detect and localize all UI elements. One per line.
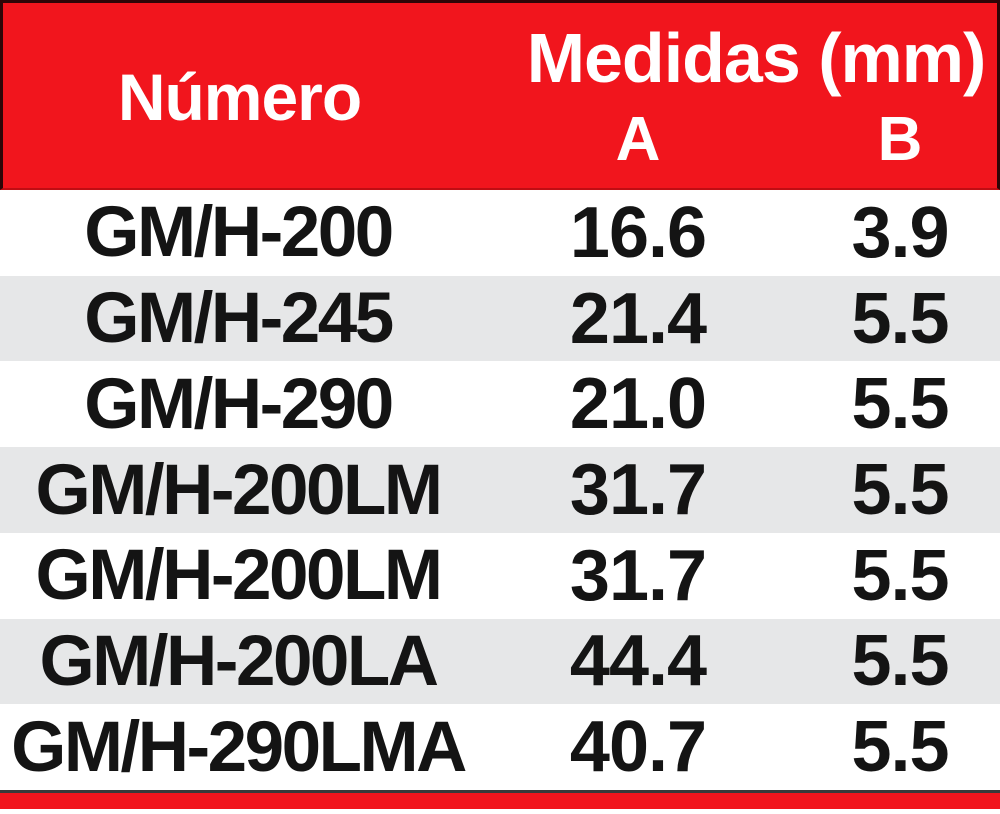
header-col-b: B [877, 104, 923, 174]
cell-numero: GM/H-245 [84, 279, 394, 359]
cell-a: 40.7 [569, 707, 707, 788]
table-row: GM/H-290 21.0 5.5 [0, 361, 1000, 447]
header-col-a: A [615, 104, 661, 174]
cell-b: 5.5 [851, 278, 949, 359]
table-row: GM/H-290LMA 40.7 5.5 [0, 704, 1000, 790]
table-body: GM/H-200 16.6 3.9 GM/H-245 21.4 5.5 GM/H… [0, 190, 1000, 790]
cell-numero: GM/H-200LA [39, 621, 439, 701]
table-row: GM/H-200LM 31.7 5.5 [0, 447, 1000, 533]
cell-numero: GM/H-200 [84, 193, 394, 273]
table-row: GM/H-200LA 44.4 5.5 [0, 618, 1000, 705]
table-row: GM/H-200 16.6 3.9 [0, 190, 1000, 276]
cell-numero: GM/H-200LM [35, 450, 444, 530]
table-header: Número Medidas (mm) A B [0, 0, 1000, 190]
table-row: GM/H-245 21.4 5.5 [0, 275, 1000, 362]
cell-numero: GM/H-290 [84, 364, 394, 444]
cell-b: 3.9 [851, 192, 949, 273]
table-row: GM/H-200LM 31.7 5.5 [0, 533, 1000, 619]
cell-b: 5.5 [851, 535, 949, 616]
cell-a: 16.6 [569, 192, 707, 273]
footer-shadow-line [0, 790, 1000, 793]
cell-numero: GM/H-200LM [35, 536, 444, 616]
cell-b: 5.5 [851, 364, 949, 445]
header-medidas-group: Medidas (mm) [526, 19, 987, 97]
cell-numero: GM/H-290LMA [11, 707, 467, 787]
cell-a: 31.7 [569, 450, 707, 531]
cell-a: 21.4 [569, 278, 707, 359]
cell-a: 31.7 [569, 535, 707, 616]
cell-b: 5.5 [851, 707, 949, 788]
cell-a: 21.0 [569, 364, 707, 445]
header-numero: Número [117, 60, 362, 134]
footer-margin [0, 809, 1000, 814]
cell-b: 5.5 [851, 621, 949, 702]
cell-b: 5.5 [851, 450, 949, 531]
cell-a: 44.4 [569, 621, 707, 702]
footer-accent-bar [0, 793, 1000, 809]
